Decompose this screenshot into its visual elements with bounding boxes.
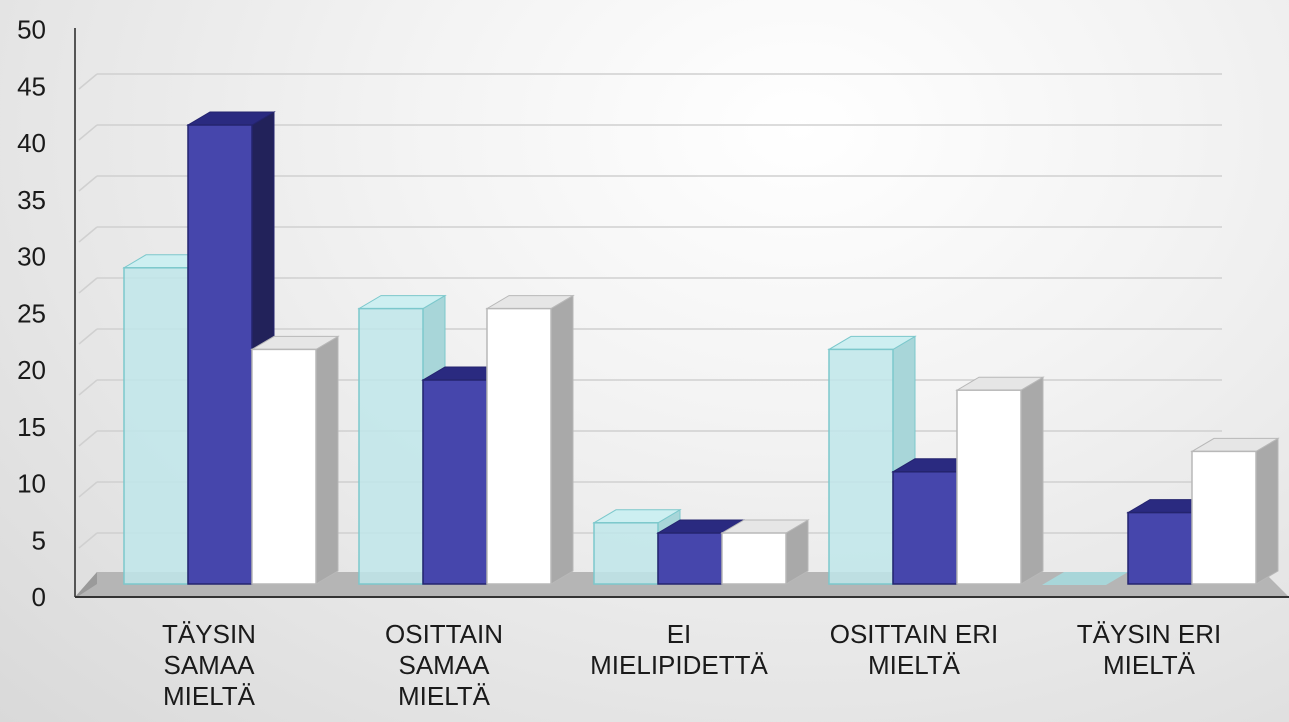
bar-front xyxy=(956,389,1022,585)
gridline-side xyxy=(78,277,98,294)
bar xyxy=(720,519,810,585)
y-tick-label: 5 xyxy=(32,525,46,555)
bars xyxy=(122,111,1280,585)
bar-front xyxy=(828,348,894,585)
bar-front xyxy=(593,522,659,585)
gridline-side xyxy=(78,226,98,243)
y-tick-label: 20 xyxy=(17,355,46,385)
bar-front xyxy=(358,307,424,585)
bar-front xyxy=(657,532,723,585)
bar-front xyxy=(1191,450,1257,585)
bar xyxy=(1190,437,1280,585)
bar-side xyxy=(1255,437,1279,585)
bar-front xyxy=(892,471,958,585)
bar xyxy=(485,294,575,585)
bar-front xyxy=(123,267,189,585)
y-tick-label: 30 xyxy=(17,242,46,272)
y-tick-label: 25 xyxy=(17,298,46,328)
y-tick-label: 45 xyxy=(17,71,46,101)
axes xyxy=(74,28,1289,598)
x-category-label: TÄYSIN SAMAA MIELTÄ xyxy=(162,619,256,711)
gridline-side xyxy=(78,328,98,345)
gridline-side xyxy=(78,430,98,447)
y-tick-label: 35 xyxy=(17,185,46,215)
y-tick-label: 15 xyxy=(17,412,46,442)
bar-side xyxy=(550,294,574,585)
bar xyxy=(1042,572,1128,585)
bar-side xyxy=(315,335,339,585)
bar-front xyxy=(721,532,787,585)
x-category-label: OSITTAIN SAMAA MIELTÄ xyxy=(385,619,503,711)
bar xyxy=(955,376,1045,585)
bar-zero-slab xyxy=(1042,572,1128,585)
y-tick-label: 10 xyxy=(17,469,46,499)
floor-edge xyxy=(75,572,97,597)
bar-front xyxy=(1127,511,1193,585)
gridline-side xyxy=(78,379,98,396)
gridline-side xyxy=(78,73,98,90)
x-axis-categories: TÄYSIN SAMAA MIELTÄ OSITTAIN SAMAA MIELTÄ EI MI… xyxy=(162,619,1221,711)
gridline-side xyxy=(78,124,98,141)
x-category-label: TÄYSIN ERI MIELTÄ xyxy=(1077,619,1221,680)
bar xyxy=(250,335,340,585)
gridline-side xyxy=(78,481,98,498)
y-tick-label: 0 xyxy=(32,582,46,612)
bar-front xyxy=(486,307,552,585)
gridline-side xyxy=(78,532,98,549)
bar-front xyxy=(251,348,317,585)
bar xyxy=(827,335,917,585)
y-tick-label: 50 xyxy=(17,15,46,45)
gridline-side xyxy=(78,175,98,192)
x-category-label: EI MIELIPIDETTÄ xyxy=(590,619,768,680)
y-tick-label: 40 xyxy=(17,128,46,158)
bar-side xyxy=(1020,376,1044,585)
x-category-label: OSITTAIN ERI MIELTÄ xyxy=(830,619,999,680)
bar xyxy=(592,508,682,585)
bar-front xyxy=(187,124,253,585)
y-axis-ticks: 0 5 10 15 20 25 30 35 40 45 50 xyxy=(17,15,46,613)
bar-front xyxy=(422,379,488,585)
